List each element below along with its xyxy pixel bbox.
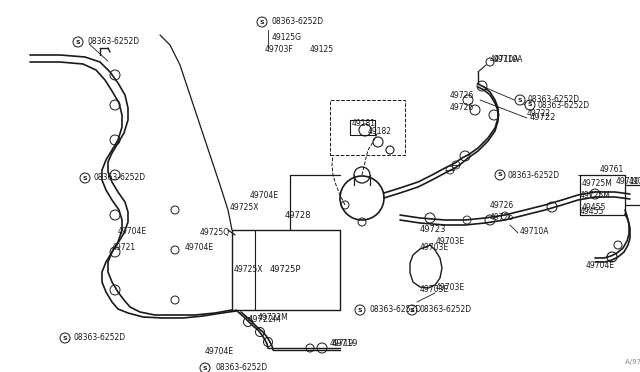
- Circle shape: [407, 305, 417, 315]
- Text: 49725M: 49725M: [580, 192, 611, 201]
- Text: 49761: 49761: [600, 166, 624, 174]
- Text: S: S: [498, 173, 502, 177]
- Text: S: S: [260, 19, 264, 25]
- Text: 08363-6252D: 08363-6252D: [215, 363, 267, 372]
- Text: A/97 0085: A/97 0085: [625, 359, 640, 365]
- Text: 49722M: 49722M: [248, 315, 282, 324]
- Text: 49704E: 49704E: [185, 244, 214, 253]
- Text: 49181: 49181: [352, 119, 376, 128]
- Text: 08363-6252D: 08363-6252D: [74, 334, 126, 343]
- Text: 49182: 49182: [368, 128, 392, 137]
- Text: 49719: 49719: [330, 339, 355, 347]
- Text: 08363-6252D: 08363-6252D: [370, 305, 422, 314]
- Text: S: S: [76, 39, 80, 45]
- Text: 49455: 49455: [582, 202, 606, 212]
- Text: 49710: 49710: [616, 176, 640, 186]
- Text: 08363-6252D: 08363-6252D: [272, 17, 324, 26]
- Text: 49719: 49719: [332, 339, 358, 347]
- Text: 49710: 49710: [629, 176, 640, 186]
- Circle shape: [73, 37, 83, 47]
- Text: 49703E: 49703E: [420, 285, 449, 295]
- Text: 49726: 49726: [450, 90, 474, 99]
- Text: 49703F: 49703F: [265, 45, 294, 55]
- Text: 49723: 49723: [420, 225, 447, 234]
- Text: 49725P: 49725P: [270, 266, 301, 275]
- Text: 49722: 49722: [527, 109, 551, 118]
- Circle shape: [257, 17, 267, 27]
- Circle shape: [495, 170, 505, 180]
- Text: S: S: [203, 366, 207, 371]
- Text: S: S: [63, 336, 67, 340]
- Text: 49704E: 49704E: [250, 190, 279, 199]
- Text: 49710A: 49710A: [494, 55, 524, 64]
- Text: 49725X: 49725X: [230, 203, 259, 212]
- Text: 08363-6252D: 08363-6252D: [528, 96, 580, 105]
- Circle shape: [80, 173, 90, 183]
- Circle shape: [525, 100, 535, 110]
- Text: 08363-6252D: 08363-6252D: [420, 305, 472, 314]
- Text: S: S: [358, 308, 362, 312]
- Circle shape: [355, 305, 365, 315]
- Circle shape: [60, 333, 70, 343]
- Text: 49703E: 49703E: [420, 244, 449, 253]
- Text: S: S: [410, 308, 414, 312]
- Text: 08363-6252D: 08363-6252D: [538, 100, 590, 109]
- Circle shape: [200, 363, 210, 372]
- Text: 49722M: 49722M: [258, 314, 289, 323]
- Text: 49725M: 49725M: [582, 179, 613, 187]
- Text: 49704E: 49704E: [205, 347, 234, 356]
- Text: S: S: [83, 176, 87, 180]
- Text: 49704E: 49704E: [118, 228, 147, 237]
- Text: 49125G: 49125G: [272, 33, 302, 42]
- Text: 49726: 49726: [450, 103, 474, 112]
- Text: 49722: 49722: [530, 113, 556, 122]
- Text: 08363-6252D: 08363-6252D: [94, 173, 146, 183]
- Text: 49725Q: 49725Q: [200, 228, 230, 237]
- Text: 08363-6252D: 08363-6252D: [508, 170, 560, 180]
- Text: 08363-6252D: 08363-6252D: [87, 38, 139, 46]
- Text: 49710A: 49710A: [520, 228, 550, 237]
- Text: 49703E: 49703E: [436, 237, 465, 247]
- Text: 49455: 49455: [580, 206, 604, 215]
- Text: 49728: 49728: [285, 211, 312, 219]
- Text: 49704E: 49704E: [586, 260, 615, 269]
- Text: 49710A: 49710A: [490, 55, 520, 64]
- Text: 49726: 49726: [490, 201, 515, 209]
- Text: 49726: 49726: [490, 214, 515, 222]
- Text: S: S: [528, 103, 532, 108]
- Text: 49125: 49125: [310, 45, 334, 55]
- Text: 49703E: 49703E: [436, 283, 465, 292]
- Circle shape: [515, 95, 525, 105]
- Text: 49725X: 49725X: [234, 266, 264, 275]
- Text: S: S: [518, 97, 522, 103]
- Text: 49721: 49721: [112, 244, 136, 253]
